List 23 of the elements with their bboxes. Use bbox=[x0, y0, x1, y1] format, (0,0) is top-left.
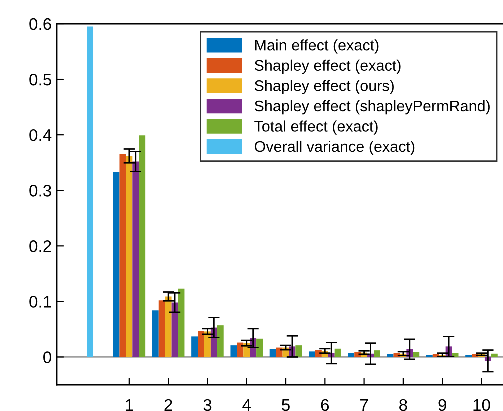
x-tick-label: 2 bbox=[164, 399, 172, 411]
legend-label: Shapley effect (exact) bbox=[254, 60, 401, 74]
legend-label: Overall variance (exact) bbox=[254, 140, 415, 156]
x-tick-label: 9 bbox=[438, 399, 446, 411]
y-tick-label: 0.6 bbox=[30, 18, 52, 30]
y-tick-label: 0.2 bbox=[30, 240, 52, 252]
legend-label: Shapley effect (ours) bbox=[254, 80, 394, 94]
y-tick-label: 0 bbox=[44, 352, 52, 364]
x-tick-label: 7 bbox=[360, 400, 368, 411]
x-tick-label: 8 bbox=[400, 399, 408, 411]
y-tick-label: 0.1 bbox=[30, 296, 52, 308]
y-tick-label: 0.5 bbox=[30, 74, 52, 86]
x-tick-label: 3 bbox=[204, 399, 212, 411]
y-tick-label: 0.4 bbox=[30, 129, 52, 142]
x-tick-label: 5 bbox=[282, 400, 290, 411]
legend-label: Total effect (exact) bbox=[254, 120, 378, 135]
legend-label: Main effect (exact) bbox=[256, 40, 379, 54]
x-tick-label: 4 bbox=[242, 400, 252, 411]
x-tick-label: 6 bbox=[321, 399, 330, 411]
legend-label: Shapley effect (shapleyPermRand) bbox=[254, 100, 490, 115]
x-tick-label: 10 bbox=[474, 399, 490, 411]
x-tick-label: 1 bbox=[126, 400, 134, 411]
y-tick-label: 0.3 bbox=[30, 185, 52, 197]
